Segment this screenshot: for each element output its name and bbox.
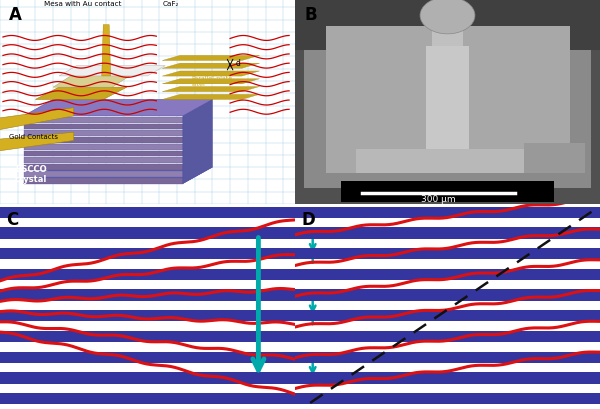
- Bar: [0, 310, 295, 322]
- Polygon shape: [23, 178, 183, 184]
- Polygon shape: [102, 25, 110, 76]
- Polygon shape: [162, 56, 260, 61]
- Bar: [426, 47, 469, 153]
- Bar: [295, 393, 600, 405]
- Bar: [0, 393, 295, 405]
- Polygon shape: [35, 88, 127, 100]
- Text: Mesa with Au contact: Mesa with Au contact: [44, 1, 122, 7]
- Bar: [295, 248, 600, 260]
- Polygon shape: [162, 87, 260, 92]
- Polygon shape: [162, 64, 260, 69]
- Bar: [432, 16, 463, 51]
- Text: CaF₂: CaF₂: [162, 1, 179, 7]
- Bar: [295, 373, 600, 384]
- Bar: [0, 228, 295, 239]
- Bar: [356, 149, 539, 174]
- Polygon shape: [59, 66, 165, 76]
- Bar: [0, 352, 295, 363]
- Bar: [304, 14, 591, 188]
- Text: D: D: [301, 211, 315, 229]
- Text: 300 μm: 300 μm: [421, 194, 455, 203]
- Bar: [0, 269, 295, 280]
- Text: BSCCO
crystal: BSCCO crystal: [15, 164, 47, 184]
- Polygon shape: [53, 76, 130, 88]
- Text: Parallel-plate
filter: Parallel-plate filter: [192, 76, 233, 87]
- Polygon shape: [23, 131, 183, 137]
- Bar: [0, 373, 295, 384]
- Text: C: C: [6, 211, 18, 229]
- Polygon shape: [0, 133, 74, 153]
- Bar: [0, 248, 295, 260]
- Bar: [295, 331, 600, 342]
- Polygon shape: [0, 108, 74, 133]
- Bar: [295, 207, 600, 218]
- Polygon shape: [162, 72, 260, 77]
- Polygon shape: [23, 138, 183, 144]
- Polygon shape: [23, 158, 183, 164]
- Bar: [295, 0, 600, 51]
- Polygon shape: [23, 144, 183, 150]
- Polygon shape: [183, 100, 212, 184]
- Text: Gold Contacts: Gold Contacts: [9, 134, 58, 140]
- Polygon shape: [23, 172, 183, 177]
- Polygon shape: [23, 117, 183, 123]
- Bar: [0, 207, 295, 218]
- Polygon shape: [524, 143, 585, 174]
- Polygon shape: [162, 79, 260, 85]
- Bar: [295, 352, 600, 363]
- Polygon shape: [23, 100, 212, 117]
- Bar: [325, 27, 569, 174]
- Text: B: B: [304, 6, 317, 24]
- Bar: [295, 228, 600, 239]
- Polygon shape: [23, 168, 212, 184]
- Bar: [0, 331, 295, 342]
- Polygon shape: [162, 95, 260, 100]
- Polygon shape: [23, 151, 183, 157]
- Bar: [341, 182, 554, 202]
- Text: A: A: [9, 6, 22, 24]
- Bar: [295, 269, 600, 280]
- Circle shape: [420, 0, 475, 35]
- Polygon shape: [23, 124, 183, 130]
- Bar: [295, 310, 600, 322]
- Polygon shape: [23, 165, 183, 171]
- Bar: [295, 290, 600, 301]
- Bar: [0, 290, 295, 301]
- Text: d: d: [236, 58, 241, 67]
